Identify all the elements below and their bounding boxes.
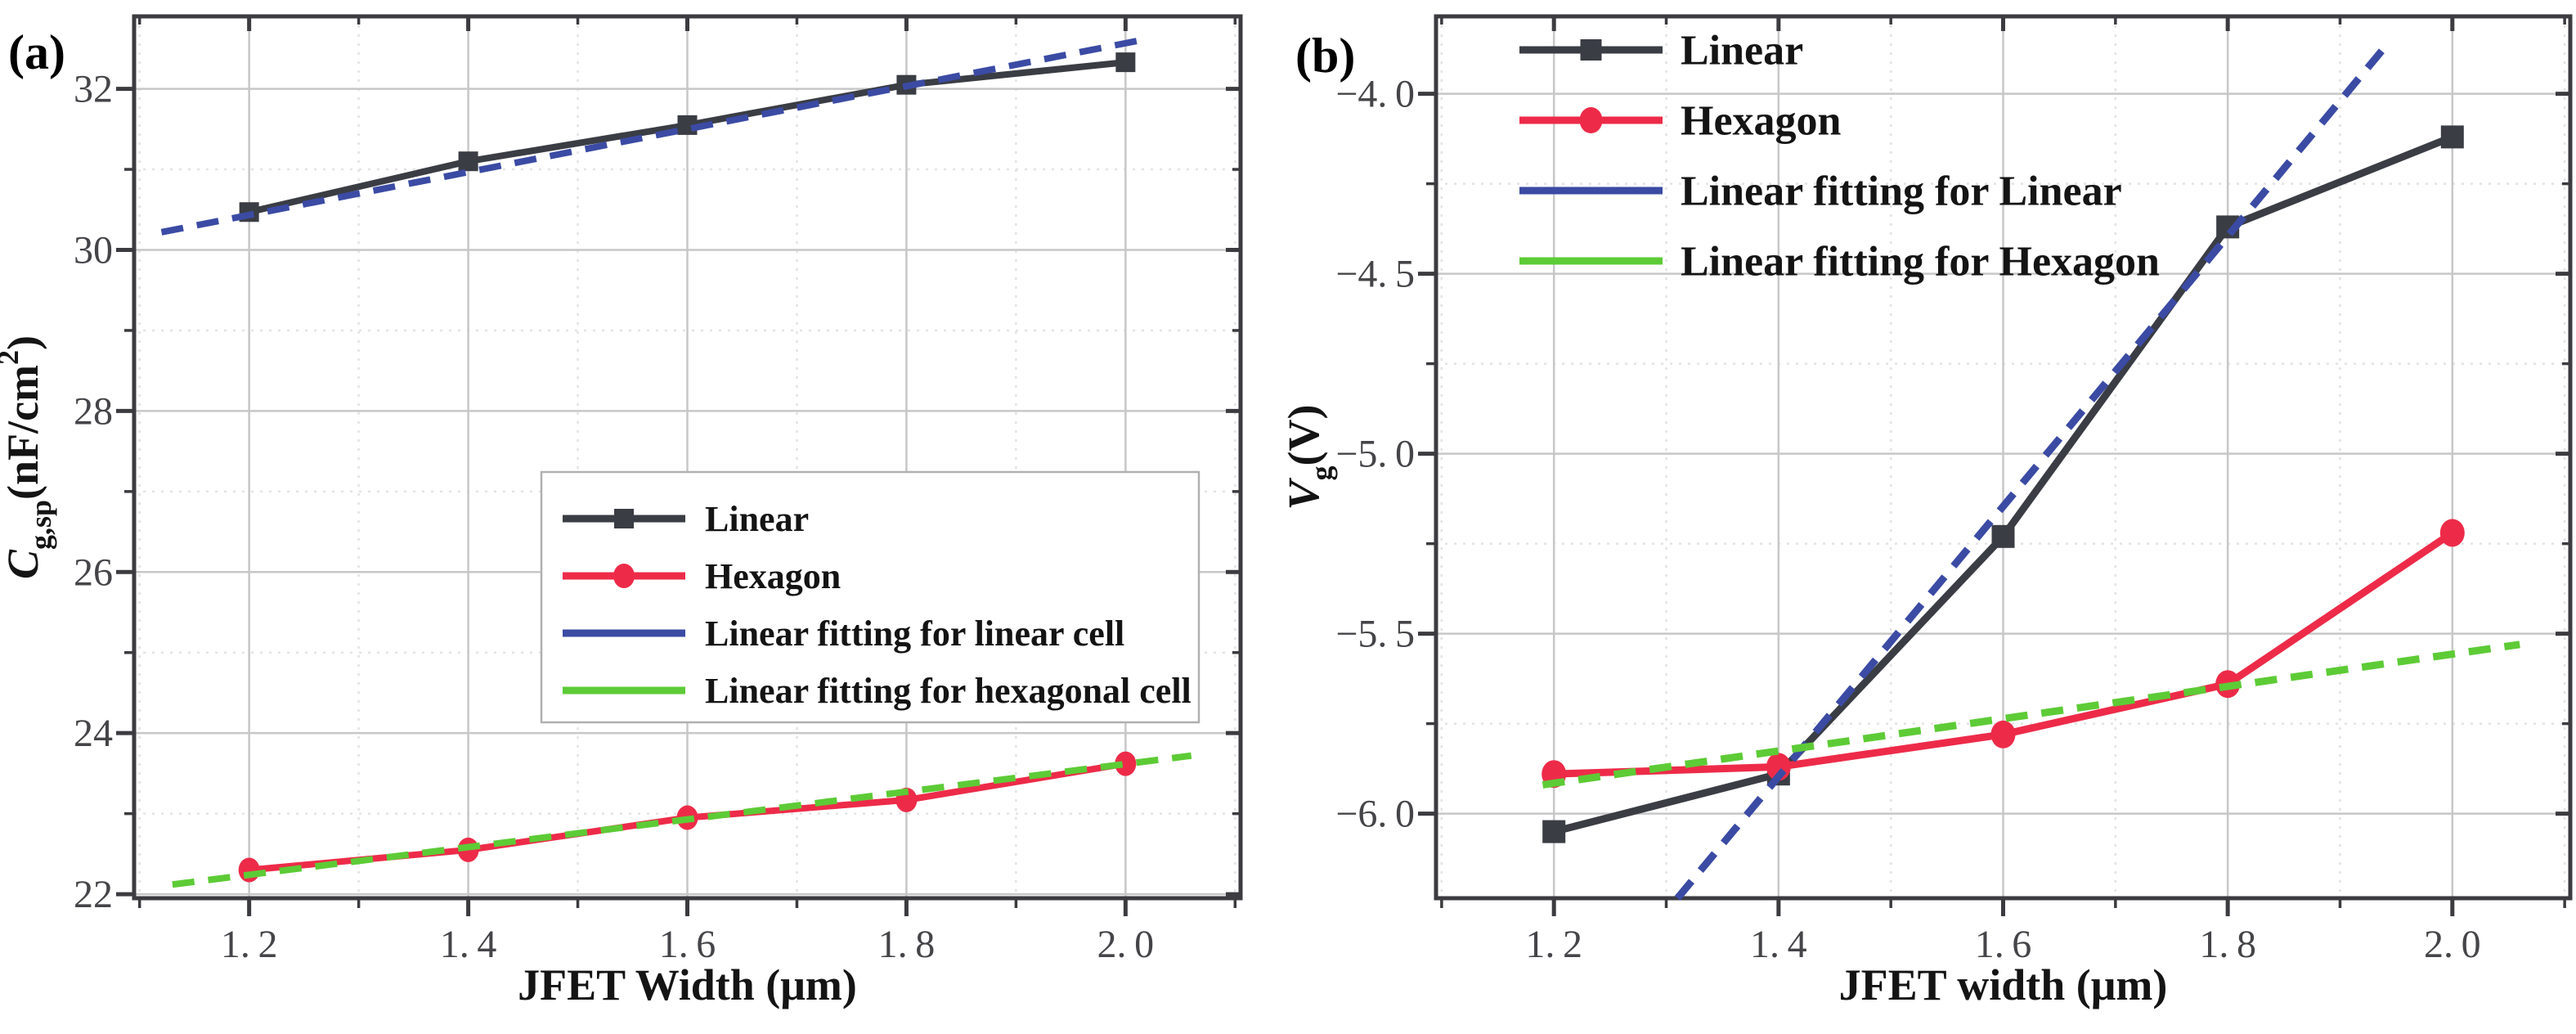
y-tick-label: 28 xyxy=(74,389,113,433)
legend-item-label: Hexagon xyxy=(1681,98,1842,145)
series xyxy=(1542,44,2520,901)
circle-marker xyxy=(1115,751,1137,776)
legend-item-label: Hexagon xyxy=(705,556,841,596)
legend-item-label: Linear fitting for Linear xyxy=(1681,169,2122,215)
legend-circle-marker xyxy=(613,564,635,588)
y-tick-label: −6. 0 xyxy=(1335,793,1415,836)
y-axis-title: Vg(V) xyxy=(1279,405,1338,510)
x-tick-label: 1. 4 xyxy=(440,923,497,966)
square-marker xyxy=(458,151,478,172)
circle-marker xyxy=(2439,519,2465,547)
legend-item-label: Linear xyxy=(1681,28,1803,74)
legend-box xyxy=(540,470,1200,724)
y-tick-label: −5. 5 xyxy=(1335,613,1415,656)
fit-line-4 xyxy=(1542,641,2520,789)
minor-gridlines xyxy=(134,16,1241,898)
y-tick-label: −4. 5 xyxy=(1335,253,1415,296)
axis-ticks xyxy=(116,16,1241,916)
tick-labels: 1. 2 1. 4 1. 6 1. 8 2. 0 −4. 0 −4. 5 −5. 0 −5. 5… xyxy=(1335,73,2480,966)
panel-b: 1. 2 1. 4 1. 6 1. 8 2. 0 −4. 0 −4. 5 −5. 0 −5. 5… xyxy=(1279,14,2573,1009)
y-tick-label: 30 xyxy=(74,228,113,272)
y-tick-label: −4. 0 xyxy=(1335,73,1415,116)
x-tick-label: 1. 6 xyxy=(1975,923,2032,966)
legend-circle-marker xyxy=(1579,107,1603,133)
legend-item-label: Linear fitting for hexagonal cell xyxy=(705,671,1192,711)
y-tick-label: 26 xyxy=(74,551,113,594)
fit-line-4 xyxy=(172,752,1192,888)
panel-a: 1. 2 1. 4 1. 6 1. 8 2. 0 22 24 26 28 30 32 Linear He… xyxy=(0,14,1243,1009)
series xyxy=(160,35,1192,888)
x-tick-label: 2. 0 xyxy=(1097,923,1155,966)
x-axis-title: JFET width (μm) xyxy=(1839,960,2168,1009)
tick-labels: 1. 2 1. 4 1. 6 1. 8 2. 0 22 24 26 28 30 32 xyxy=(74,68,1154,966)
x-axis-title: JFET Width (μm) xyxy=(518,960,857,1009)
x-tick-label: 1. 4 xyxy=(1750,923,1807,966)
plot-frame xyxy=(1434,14,2573,901)
panel-label-b: (b) xyxy=(1295,29,1355,83)
legend-b: Linear Hexagon Linear fitting for Linear Li… xyxy=(1519,28,2160,285)
major-gridlines xyxy=(1436,16,2570,898)
x-tick-label: 1. 2 xyxy=(221,923,278,966)
circle-marker xyxy=(1990,720,2016,749)
legend-a: Linear Hexagon Linear fitting for linear c… xyxy=(540,470,1200,724)
x-tick-label: 1. 8 xyxy=(2199,923,2256,966)
legend-item-label: Linear fitting for linear cell xyxy=(705,614,1124,654)
x-tick-label: 1. 6 xyxy=(659,923,716,966)
x-tick-label: 2. 0 xyxy=(2424,923,2481,966)
square-marker xyxy=(1542,820,1566,843)
fit-line-3 xyxy=(160,35,1148,236)
square-marker xyxy=(1115,52,1136,73)
square-marker xyxy=(2440,125,2464,149)
panel-label-a: (a) xyxy=(8,25,65,79)
legend-item-label: Linear xyxy=(705,499,809,539)
y-tick-label: 32 xyxy=(74,68,113,111)
y-axis-title: Cg,sp(nF/cm2) xyxy=(0,335,57,579)
square-marker xyxy=(1991,524,2015,548)
minor-gridlines xyxy=(1436,16,2570,898)
y-tick-label: 22 xyxy=(74,873,113,916)
fit-line-3 xyxy=(1674,44,2388,901)
plot-frame xyxy=(132,14,1243,901)
legend-item-label: Linear fitting for Hexagon xyxy=(1681,239,2160,285)
x-tick-label: 1. 2 xyxy=(1525,923,1582,966)
legend-square-marker xyxy=(614,509,634,528)
circle-marker xyxy=(238,857,260,883)
x-tick-label: 1. 8 xyxy=(878,923,936,966)
major-gridlines xyxy=(134,16,1241,898)
legend-square-marker xyxy=(1580,39,1602,61)
y-tick-label: 24 xyxy=(74,712,113,755)
y-tick-label: −5. 0 xyxy=(1335,433,1415,476)
